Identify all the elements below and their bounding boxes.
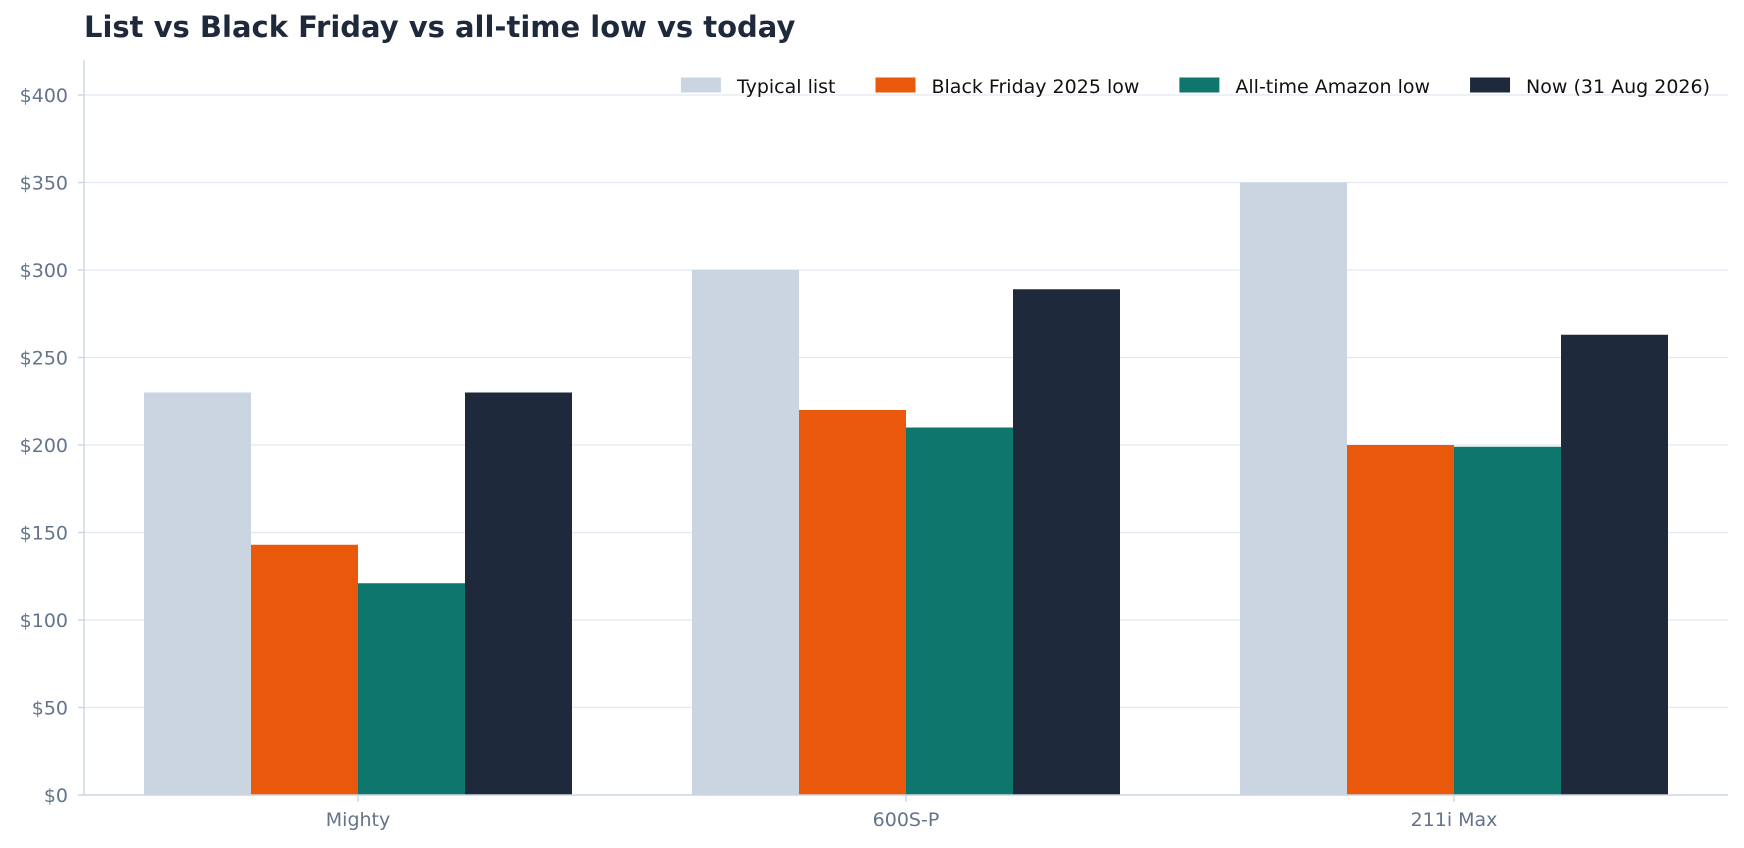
legend-label: Typical list — [736, 76, 836, 98]
bar-mighty-1 — [251, 544, 358, 795]
chart-title: List vs Black Friday vs all-time low vs … — [84, 10, 795, 44]
legend-swatch — [680, 77, 721, 93]
bar-211i-max-2 — [1454, 446, 1561, 795]
bar-600s-p-0 — [692, 270, 799, 795]
legend-label: Black Friday 2025 low — [931, 76, 1139, 98]
x-tick-label: 600S-P — [873, 809, 940, 831]
y-tick-label: $300 — [20, 260, 68, 282]
bar-600s-p-2 — [906, 427, 1013, 795]
axes: $0 $50 $100 $150 $200 $250 $300 $350 $400 Mighty 6… — [20, 60, 1728, 831]
bar-mighty-2 — [358, 583, 465, 795]
legend-label: All-time Amazon low — [1235, 76, 1430, 98]
x-tick-label: Mighty — [326, 809, 390, 831]
bar-600s-p-3 — [1013, 289, 1120, 795]
bar-600s-p-1 — [799, 410, 906, 795]
bar-211i-max-1 — [1347, 445, 1454, 795]
bar-211i-max-3 — [1561, 334, 1668, 795]
y-tick-label: $150 — [20, 523, 68, 545]
y-tick-label: $100 — [20, 610, 68, 632]
legend-swatch — [1179, 77, 1220, 93]
legend-swatch — [875, 77, 916, 93]
y-tick-label: $350 — [20, 173, 68, 195]
y-tick-label: $0 — [44, 785, 68, 807]
bar-mighty-0 — [144, 392, 251, 795]
legend-label: Now (31 Aug 2026) — [1526, 76, 1710, 98]
y-tick-label: $50 — [32, 698, 68, 720]
y-tick-label: $400 — [20, 85, 68, 107]
bars — [144, 182, 1668, 795]
bar-mighty-3 — [465, 392, 572, 795]
y-tick-label: $250 — [20, 348, 68, 370]
y-tick-label: $200 — [20, 435, 68, 457]
bar-211i-max-0 — [1240, 182, 1347, 795]
legend-swatch — [1470, 77, 1511, 93]
x-tick-label: 211i Max — [1411, 809, 1498, 831]
legend: Typical list Black Friday 2025 low All-tim… — [680, 76, 1710, 98]
